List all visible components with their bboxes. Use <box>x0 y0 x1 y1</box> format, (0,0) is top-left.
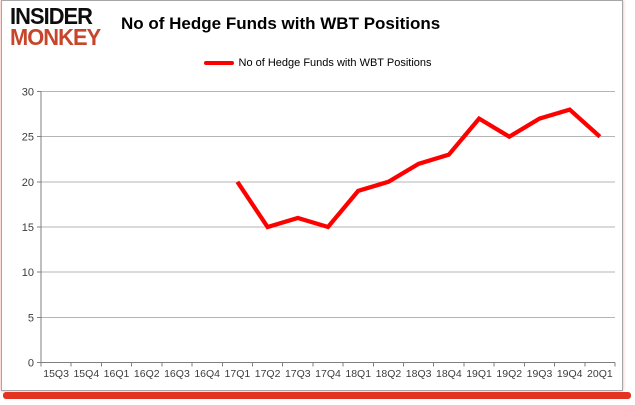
x-axis-label: 20Q1 <box>587 368 613 380</box>
x-axis-label: 17Q2 <box>255 368 281 380</box>
x-axis-label: 17Q4 <box>315 368 341 380</box>
legend-label: No of Hedge Funds with WBT Positions <box>238 57 432 69</box>
x-axis-label: 19Q4 <box>557 368 583 380</box>
x-axis-label: 18Q3 <box>406 368 432 380</box>
bottom-accent-bar <box>3 392 631 399</box>
y-axis-label: 25 <box>22 132 34 144</box>
x-axis-label: 16Q1 <box>104 368 130 380</box>
y-axis-label: 0 <box>28 358 34 370</box>
x-axis-label: 15Q4 <box>73 368 99 380</box>
y-axis-label: 20 <box>22 177 34 189</box>
y-axis-label: 15 <box>22 222 34 234</box>
chart-title: No of Hedge Funds with WBT Positions <box>121 14 441 33</box>
x-axis-label: 18Q4 <box>436 368 462 380</box>
logo-line-monkey: MONKEY <box>10 24 101 50</box>
series-line <box>235 107 602 230</box>
x-axis-label: 19Q2 <box>496 368 522 380</box>
insider-monkey-logo: INSIDER MONKEY <box>10 3 101 50</box>
chart-card <box>1 0 623 391</box>
x-axis-label: 18Q1 <box>345 368 371 380</box>
y-axis-label: 10 <box>22 267 34 279</box>
x-axis-label: 19Q3 <box>527 368 553 380</box>
x-axis-label: 15Q3 <box>43 368 69 380</box>
y-axis-label: 30 <box>22 87 34 99</box>
y-axis-label: 5 <box>28 312 34 324</box>
legend-line-swatch <box>203 61 234 65</box>
legend: No of Hedge Funds with WBT Positions <box>0 57 635 69</box>
x-axis-label: 16Q2 <box>134 368 160 380</box>
x-axis-label: 16Q4 <box>194 368 220 380</box>
logo-line-insider: INSIDER <box>10 3 93 29</box>
x-axis-label: 18Q2 <box>376 368 402 380</box>
x-axis-label: 17Q1 <box>225 368 251 380</box>
x-axis-label: 16Q3 <box>164 368 190 380</box>
x-axis-label: 19Q1 <box>466 368 492 380</box>
x-axis-label: 17Q3 <box>285 368 311 380</box>
